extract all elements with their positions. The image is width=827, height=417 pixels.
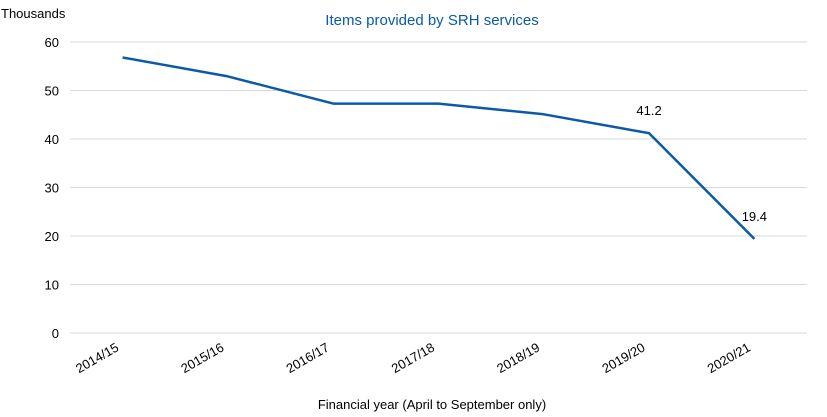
y-axis-unit-label: Thousands [1, 6, 66, 21]
x-tick-label-2020-21: 2020/21 [705, 340, 753, 376]
y-axis-tick-labels: 0 10 20 30 40 50 60 [45, 35, 59, 341]
data-label-2020-21: 19.4 [742, 209, 767, 224]
chart-title: Items provided by SRH services [325, 12, 538, 29]
y-tick-label-60: 60 [45, 35, 59, 50]
y-tick-label-40: 40 [45, 132, 59, 147]
x-tick-label-2014-15: 2014/15 [73, 340, 121, 376]
x-tick-label-2016-17: 2016/17 [284, 340, 332, 376]
x-tick-label-2019-20: 2019/20 [599, 340, 647, 376]
x-axis-tick-labels: 2014/15 2015/16 2016/17 2017/18 2018/19 2019/… [73, 340, 753, 376]
y-tick-label-20: 20 [45, 229, 59, 244]
x-tick-label-2018-19: 2018/19 [494, 340, 542, 376]
y-tick-label-0: 0 [52, 326, 59, 341]
data-labels: 41.2 19.4 [636, 103, 767, 224]
series-line [122, 56, 756, 240]
y-tick-label-30: 30 [45, 181, 59, 196]
y-tick-label-50: 50 [45, 84, 59, 99]
data-label-2019-20: 41.2 [636, 103, 661, 118]
x-tick-label-2015-16: 2015/16 [178, 340, 226, 376]
x-tick-label-2017-18: 2017/18 [389, 340, 437, 376]
y-tick-label-10: 10 [45, 278, 59, 293]
gridlines [70, 41, 807, 334]
x-axis-label: Financial year (April to September only) [318, 397, 546, 412]
